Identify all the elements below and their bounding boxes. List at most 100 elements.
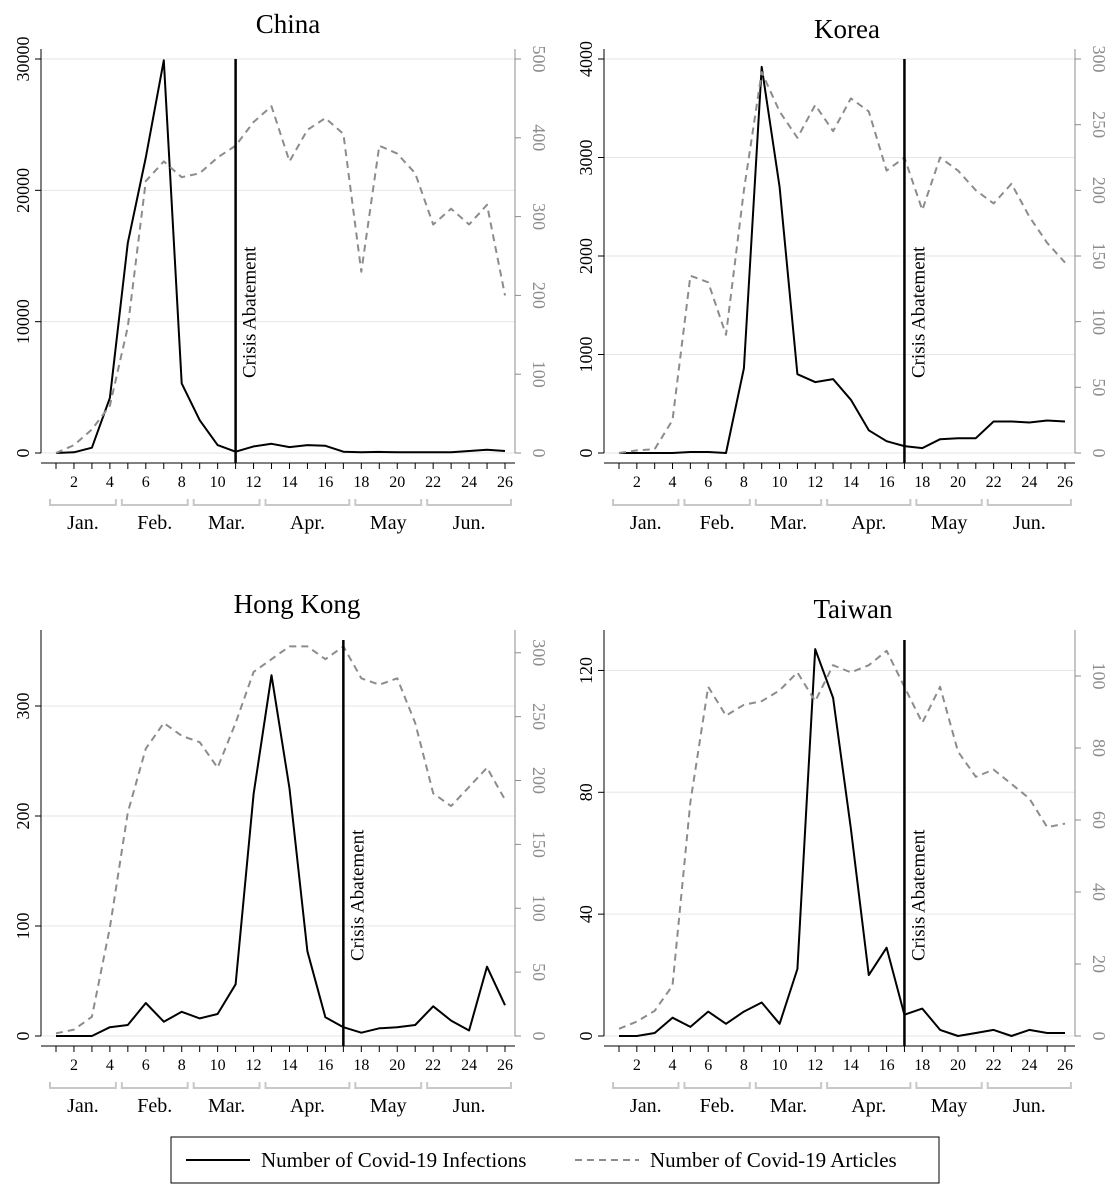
- month-label: Apr.: [290, 512, 325, 534]
- month-label: Feb.: [137, 512, 172, 534]
- x-tick-label: 26: [497, 474, 513, 491]
- x-tick-label: 16: [879, 1057, 895, 1074]
- crisis-abatement-label: Crisis Abatement: [908, 246, 929, 378]
- legend-box: [170, 1136, 940, 1184]
- month-label: Jan.: [630, 1095, 662, 1117]
- right-tick-label: 100: [529, 895, 549, 922]
- month-label: May: [370, 512, 407, 534]
- x-tick-label: 18: [353, 1057, 369, 1074]
- right-tick-label: 300: [529, 203, 549, 230]
- month-bracket: [354, 1082, 423, 1089]
- chart-title: Taiwan: [813, 594, 893, 624]
- x-tick-label: 24: [461, 474, 477, 491]
- month-label: May: [370, 1095, 407, 1117]
- left-tick-label: 120: [576, 657, 596, 684]
- x-tick-label: 10: [210, 1057, 226, 1074]
- right-tick-label: 80: [1089, 739, 1109, 757]
- x-tick-label: 8: [740, 474, 748, 491]
- articles-series-line: [55, 105, 506, 454]
- right-tick-label: 400: [529, 124, 549, 151]
- month-bracket: [826, 1082, 912, 1089]
- x-tick-label: 14: [843, 474, 859, 491]
- right-tick-label: 0: [1089, 1032, 1109, 1041]
- x-tick-label: 18: [914, 474, 930, 491]
- x-tick-label: 22: [986, 474, 1002, 491]
- left-tick-label: 2000: [576, 238, 596, 274]
- crisis-abatement-label: Crisis Abatement: [908, 829, 929, 961]
- x-tick-label: 6: [142, 1057, 150, 1074]
- x-tick-label: 22: [986, 1057, 1002, 1074]
- right-tick-label: 200: [1089, 177, 1109, 204]
- chart-panel: Korea 0 1000 2000 3000 4000 0 50 100 150 200 250 300…: [576, 14, 1109, 534]
- month-bracket: [264, 499, 351, 506]
- left-tick-label: 100: [13, 913, 33, 940]
- x-tick-label: 4: [106, 474, 114, 491]
- chart-title: China: [256, 9, 321, 39]
- right-tick-label: 200: [529, 282, 549, 309]
- x-tick-label: 10: [210, 474, 226, 491]
- left-tick-label: 0: [13, 1032, 33, 1041]
- left-tick-label: 4000: [576, 41, 596, 77]
- x-tick-label: 22: [425, 1057, 441, 1074]
- month-label: Feb.: [700, 512, 735, 534]
- month-label: Mar.: [770, 1095, 807, 1117]
- x-tick-label: 2: [633, 1057, 641, 1074]
- left-tick-label: 3000: [576, 140, 596, 176]
- x-tick-label: 20: [950, 474, 966, 491]
- month-label: Mar.: [208, 1095, 245, 1117]
- month-label: May: [931, 512, 968, 534]
- month-label: Jun.: [453, 512, 486, 534]
- month-bracket: [986, 1082, 1072, 1089]
- x-tick-label: 8: [178, 1057, 186, 1074]
- x-tick-label: 2: [70, 474, 78, 491]
- left-tick-label: 40: [576, 905, 596, 923]
- month-label: Jun.: [453, 1095, 486, 1117]
- month-bracket: [754, 1082, 823, 1089]
- month-bracket: [612, 499, 680, 506]
- x-tick-label: 2: [633, 474, 641, 491]
- right-tick-label: 0: [529, 1032, 549, 1041]
- right-tick-label: 150: [529, 831, 549, 858]
- right-tick-label: 50: [529, 963, 549, 981]
- chart-title: Korea: [814, 14, 880, 44]
- month-bracket: [915, 499, 983, 506]
- x-tick-label: 8: [740, 1057, 748, 1074]
- right-tick-label: 60: [1089, 811, 1109, 829]
- x-tick-label: 16: [879, 474, 895, 491]
- infections-series-line: [56, 674, 506, 1037]
- month-label: Feb.: [137, 1095, 172, 1117]
- month-label: Feb.: [700, 1095, 735, 1117]
- x-tick-label: 26: [1057, 1057, 1073, 1074]
- left-tick-label: 20000: [13, 168, 33, 213]
- month-bracket: [192, 499, 261, 506]
- x-tick-label: 6: [704, 474, 712, 491]
- month-bracket: [426, 1082, 512, 1089]
- month-bracket: [120, 499, 189, 506]
- month-label: Jan.: [630, 512, 662, 534]
- x-tick-label: 12: [807, 474, 823, 491]
- right-tick-label: 50: [1089, 378, 1109, 396]
- x-tick-label: 10: [772, 474, 788, 491]
- right-tick-label: 100: [529, 361, 549, 388]
- month-label: Mar.: [770, 512, 807, 534]
- right-tick-label: 300: [529, 639, 549, 666]
- x-tick-label: 20: [950, 1057, 966, 1074]
- x-tick-label: 18: [353, 474, 369, 491]
- x-tick-label: 4: [669, 474, 677, 491]
- month-bracket: [192, 1082, 261, 1089]
- x-tick-label: 16: [317, 1057, 333, 1074]
- right-tick-label: 100: [1089, 663, 1109, 690]
- x-tick-label: 20: [389, 474, 405, 491]
- left-tick-label: 30000: [13, 37, 33, 82]
- x-tick-label: 12: [246, 474, 262, 491]
- month-label: Apr.: [851, 512, 886, 534]
- x-tick-label: 26: [497, 1057, 513, 1074]
- right-tick-label: 250: [529, 703, 549, 730]
- right-tick-label: 500: [529, 46, 549, 73]
- month-bracket: [426, 499, 512, 506]
- right-tick-label: 0: [1089, 449, 1109, 458]
- x-tick-label: 4: [106, 1057, 114, 1074]
- x-tick-label: 14: [281, 474, 297, 491]
